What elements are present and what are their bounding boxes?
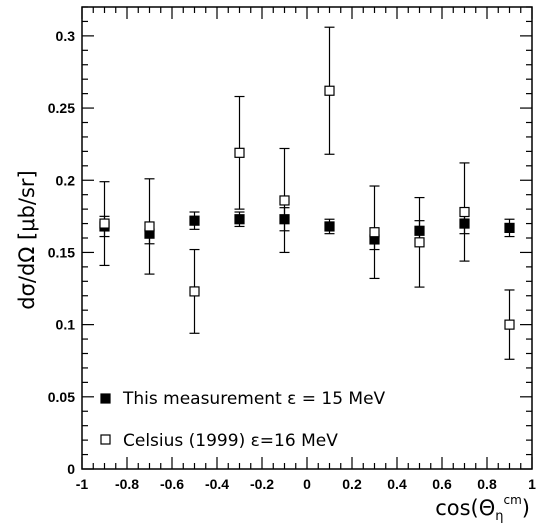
x-axis-ticks: -1 -0.8 -0.6 -0.4 -0.2 0 0.2 0.4 0.6 0.8 1 [76,7,536,492]
y-tick-label: 0.2 [56,172,76,188]
x-tick-label: 0.6 [432,476,452,492]
legend-marker-filled [100,393,111,404]
y-tick-label: 0 [67,461,75,477]
y-axis-ticks: 0 0.05 0.1 0.15 0.2 0.25 0.3 [48,6,532,477]
data-point-filled [279,214,290,225]
legend: This measurement ε = 15 MeV Celsius (199… [100,389,386,451]
y-axis-label: dσ/dΩ [μb/sr] [15,170,39,310]
data-point-open [234,147,245,158]
data-point-open [369,227,380,238]
data-point-filled [504,222,515,233]
y-tick-label: 0.05 [48,389,75,405]
x-tick-label: -0.4 [205,476,229,492]
x-tick-label: 0.8 [477,476,497,492]
data-point-filled [324,221,335,232]
legend-label-this-measurement: This measurement ε = 15 MeV [122,389,386,409]
data-point-filled [414,225,425,236]
y-tick-label: 0.3 [56,28,76,44]
x-tick-label: -0.6 [160,476,184,492]
x-tick-label: 0.4 [387,476,407,492]
x-tick-label: -0.2 [250,476,274,492]
data-point-open [279,195,290,206]
data-point-filled [189,215,200,226]
x-axis-label-eta: η [495,509,503,524]
y-tick-label: 0.15 [48,244,75,260]
x-axis-label-prefix: cos( [435,496,479,520]
data-point-open [504,319,515,330]
data-point-open [414,237,425,248]
data-point-open [189,286,200,297]
x-tick-label: 1 [528,476,536,492]
x-tick-label: 0.2 [342,476,362,492]
data-point-open [99,218,110,229]
data-point-open [144,221,155,232]
data-point-filled [234,214,245,225]
x-axis-label-suffix: ) [522,496,530,520]
legend-marker-open [100,434,111,445]
data-point-open [324,85,335,96]
x-axis-label: cos(Θηcm) [435,493,530,524]
legend-label-celsius: Celsius (1999) ε=16 MeV [123,431,338,451]
y-tick-label: 0.25 [48,100,75,116]
data-point-filled [459,218,470,229]
x-axis-label-sup: cm [504,493,522,507]
x-tick-label: 0 [303,476,311,492]
y-tick-label: 0.1 [56,317,76,333]
data-point-open [459,206,470,218]
x-axis-label-theta: Θ [479,496,496,520]
x-tick-label: -1 [76,476,89,492]
x-tick-label: -0.8 [115,476,139,492]
error-bars [99,26,515,360]
data-markers [99,85,515,330]
